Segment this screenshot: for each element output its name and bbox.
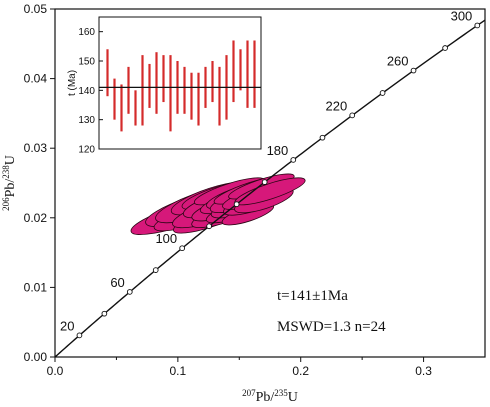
concordia-age-label: 180 (267, 143, 289, 158)
inset-y-tick-label: 160 (78, 27, 95, 38)
inset-y-axis-title: t (Ma) (67, 70, 78, 96)
concordia-age-marker (410, 67, 417, 74)
y-axis-title: 206Pb/238U (1, 155, 18, 211)
axis-layer: 0.0 0.1 0.2 0.3 0.00 0.01 0.02 0.03 0.04 0.05 207P… (1, 2, 432, 405)
inset-y-tick-label: 120 (78, 145, 95, 156)
y-tick-label: 0.00 (24, 350, 48, 364)
y-tick-label: 0.03 (24, 141, 48, 155)
x-tick-label: 0.0 (47, 364, 64, 378)
concordia-age-marker (319, 134, 326, 141)
x-tick-label: 0.2 (292, 364, 309, 378)
concordia-age-label: 300 (451, 8, 473, 23)
inset-y-tick-label: 140 (78, 86, 95, 97)
concordia-age-label: 260 (387, 54, 409, 69)
concordia-age-label: 220 (326, 98, 348, 113)
concordia-age-marker (206, 223, 212, 230)
concordia-age-marker (290, 157, 297, 163)
concordia-curve (55, 19, 485, 357)
annotation-stats: MSWD=1.3 n=24 (277, 319, 386, 335)
y-tick-label: 0.05 (24, 2, 48, 16)
concordia-age-marker (442, 45, 448, 51)
inset-y-tick-label: 150 (78, 57, 95, 68)
concordia-age-marker (76, 332, 83, 339)
concordia-age-label: 20 (60, 318, 74, 333)
concordia-age-marker (474, 22, 481, 29)
concordia-age-marker (379, 90, 386, 96)
concordia-layer: 20 60 100 180 220 260 300 (55, 8, 485, 357)
concordia-age-marker (261, 179, 268, 185)
y-tick-label: 0.01 (24, 280, 48, 294)
y-tick-label: 0.02 (24, 211, 48, 225)
x-axis-title: 207Pb/235U (242, 388, 298, 405)
concordia-age-label: 60 (110, 275, 124, 290)
concordia-age-label: 100 (155, 231, 177, 246)
concordia-age-marker (152, 267, 159, 273)
inset-y-tick-label: 130 (78, 115, 95, 126)
inset-frame (98, 16, 262, 150)
inset-chart: 120 130 140 150 160 t (Ma) (67, 16, 262, 156)
plot-frame (54, 8, 486, 358)
concordia-age-marker (126, 289, 133, 295)
y-tick-label: 0.04 (24, 72, 48, 86)
ellipse-layer (130, 173, 306, 235)
concordia-age-marker (101, 310, 108, 317)
x-tick-label: 0.3 (415, 364, 432, 378)
concordia-age-marker (349, 112, 356, 119)
annotation-age: t=141±1Ma (277, 288, 348, 304)
concordia-age-marker (179, 245, 186, 252)
x-tick-label: 0.1 (170, 364, 187, 378)
concordia-age-marker (233, 201, 240, 208)
